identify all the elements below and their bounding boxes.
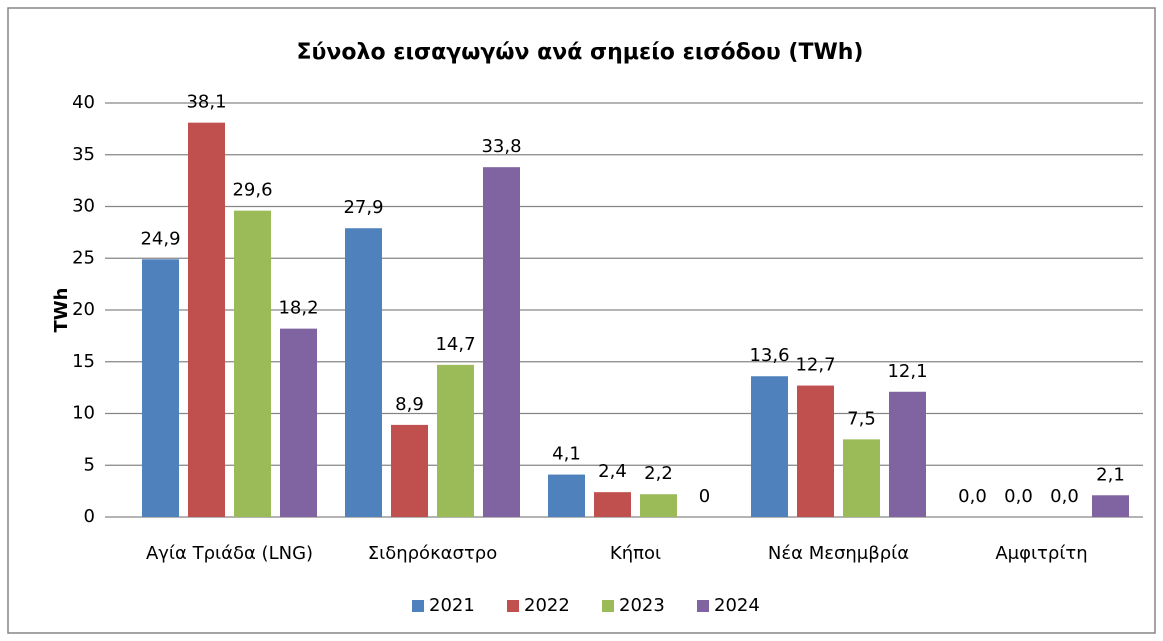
y-tick-label: 20 [72,299,95,320]
data-label: 27,9 [343,197,383,218]
data-label: 29,6 [232,180,272,201]
legend-swatch [697,600,709,612]
bar [1092,495,1129,517]
bar [889,391,926,517]
chart-frame [7,7,1156,634]
y-tick-label: 0 [84,506,95,527]
legend-label: 2021 [429,595,475,616]
legend-label: 2023 [619,595,665,616]
data-label: 38,1 [186,92,226,113]
bar [483,167,520,518]
data-label: 14,7 [435,334,475,355]
data-label: 2,1 [1096,464,1125,485]
y-tick-label: 25 [72,247,95,268]
data-label: 12,7 [795,355,835,376]
data-label: 0,0 [958,486,987,507]
bar [797,385,834,517]
data-label: 0,0 [1004,486,1033,507]
bar [594,492,631,517]
bar [843,439,880,517]
bar [234,210,271,517]
data-label: 0 [699,486,710,507]
data-label: 0,0 [1050,486,1079,507]
bar [188,122,225,517]
data-label: 7,5 [847,408,876,429]
bar [751,376,788,517]
data-label: 4,1 [552,444,581,465]
data-label: 8,9 [395,394,424,415]
x-tick-label: Σιδηρόκαστρο [368,543,497,564]
data-label: 18,2 [278,298,318,319]
data-label: 24,9 [140,228,180,249]
legend-swatch [412,600,424,612]
data-label: 33,8 [481,136,521,157]
y-tick-label: 35 [72,144,95,165]
x-tick-label: Αμφιτρίτη [995,543,1087,564]
legend-swatch [602,600,614,612]
y-tick-label: 30 [72,196,95,217]
data-label: 12,1 [887,361,927,382]
bar [142,259,179,517]
y-tick-label: 15 [72,351,95,372]
bar [280,328,317,517]
bar [548,474,585,517]
x-tick-label: Νέα Μεσημβρία [768,543,909,564]
bar [391,424,428,517]
legend-label: 2024 [714,595,760,616]
data-label: 2,4 [598,461,627,482]
legend-label: 2022 [524,595,570,616]
x-tick-label: Αγία Τριάδα (LNG) [146,543,313,564]
y-axis-label: TWh [51,288,72,333]
y-tick-label: 10 [72,403,95,424]
data-label: 2,2 [644,463,673,484]
bar [345,228,382,518]
data-label: 13,6 [749,345,789,366]
legend-swatch [507,600,519,612]
chart-title: Σύνολο εισαγωγών ανά σημείο εισόδου (TWh… [297,40,864,65]
y-tick-label: 5 [84,454,95,475]
x-tick-label: Κήποι [610,543,661,564]
bar [437,364,474,517]
y-tick-label: 40 [72,92,95,113]
bar [640,494,677,517]
